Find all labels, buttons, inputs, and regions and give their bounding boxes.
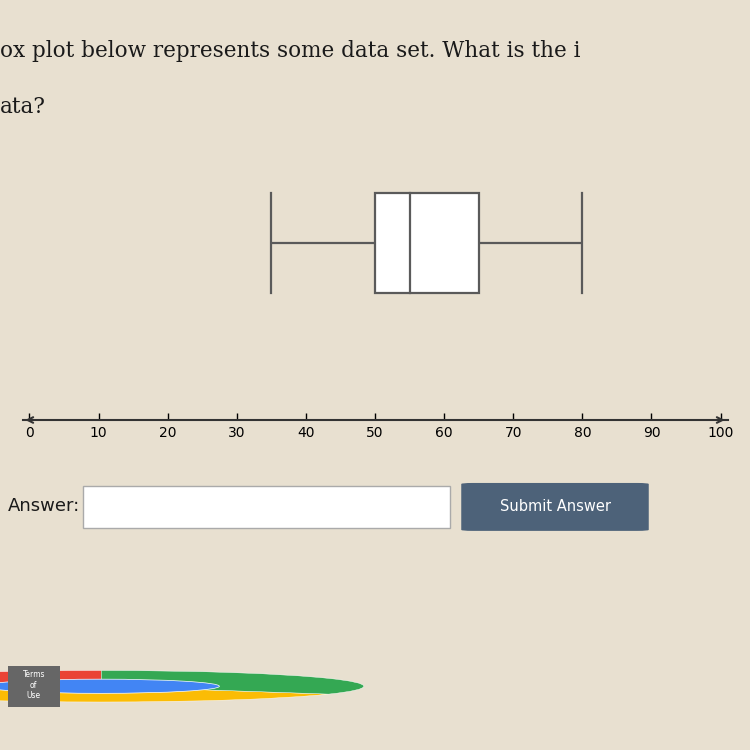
Text: ata?: ata? bbox=[0, 96, 46, 118]
Circle shape bbox=[0, 680, 219, 693]
Wedge shape bbox=[0, 686, 328, 702]
FancyBboxPatch shape bbox=[8, 666, 60, 706]
Text: Terms
of
Use: Terms of Use bbox=[22, 670, 45, 700]
Text: Submit Answer: Submit Answer bbox=[500, 499, 610, 514]
FancyBboxPatch shape bbox=[82, 486, 450, 528]
Text: ox plot below represents some data set. What is the i: ox plot below represents some data set. … bbox=[0, 40, 580, 62]
FancyBboxPatch shape bbox=[375, 194, 478, 293]
Wedge shape bbox=[0, 670, 101, 694]
Wedge shape bbox=[101, 670, 364, 694]
FancyBboxPatch shape bbox=[461, 483, 649, 531]
Text: Answer:: Answer: bbox=[8, 497, 80, 515]
